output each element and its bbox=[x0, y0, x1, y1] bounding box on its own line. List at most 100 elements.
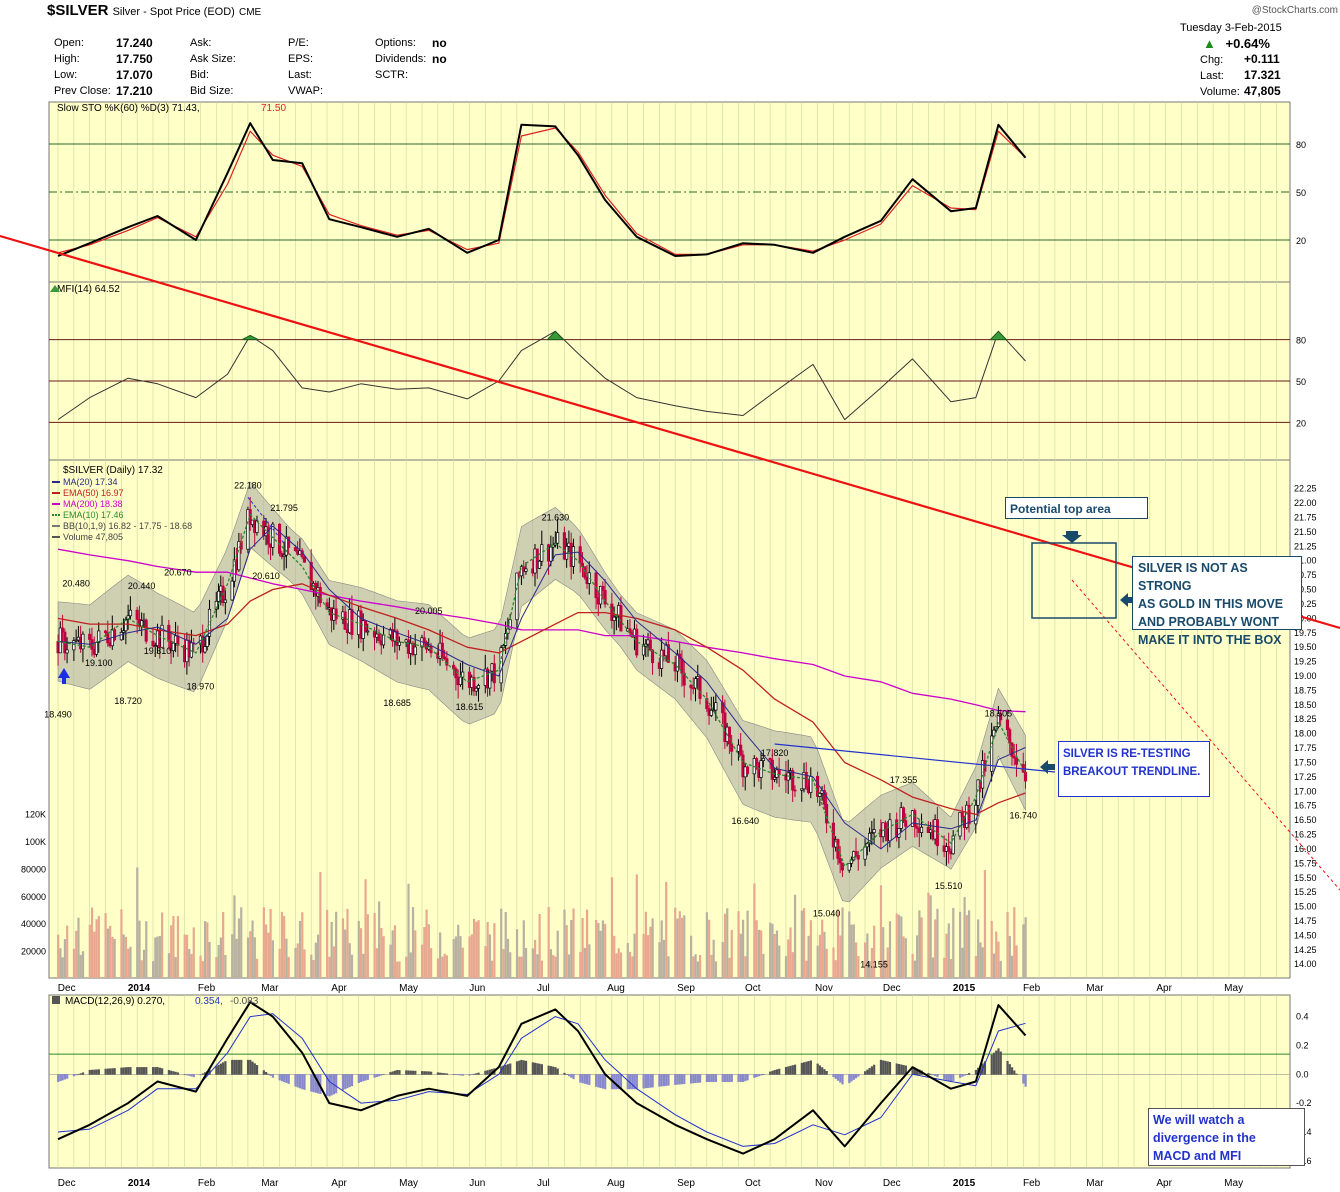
volume-bar bbox=[947, 923, 950, 978]
volume-bar bbox=[710, 954, 713, 978]
macd-hist-bar bbox=[866, 1069, 869, 1075]
macd-x-tick: Feb bbox=[1023, 1178, 1041, 1189]
volume-bar bbox=[72, 948, 76, 978]
volume-bar bbox=[952, 907, 955, 978]
candle-body bbox=[800, 788, 804, 791]
candle-body bbox=[650, 649, 655, 664]
volume-bar bbox=[382, 936, 385, 978]
macd-hist-bar bbox=[407, 1070, 410, 1075]
macd-hist-bar bbox=[726, 1074, 729, 1082]
price-label: 21.630 bbox=[542, 512, 570, 522]
volume-bar bbox=[140, 960, 143, 978]
candle-body bbox=[97, 630, 101, 643]
volume-bar bbox=[484, 946, 487, 978]
macd-hist-bar bbox=[215, 1066, 218, 1075]
volume-bar bbox=[832, 947, 835, 978]
candle-body bbox=[74, 639, 78, 642]
volume-bar bbox=[581, 917, 584, 978]
macd-hist-bar bbox=[265, 1071, 268, 1075]
volume-bar bbox=[705, 912, 708, 978]
mfi-title: MFI(14) 64.52 bbox=[57, 284, 120, 295]
volume-bar bbox=[692, 956, 695, 978]
volume-bar bbox=[201, 961, 204, 978]
macd-hist-bar bbox=[357, 1074, 360, 1084]
macd-title: MACD(12,26,9) 0.270, bbox=[65, 996, 165, 1007]
quote2-label: Ask: bbox=[190, 37, 212, 49]
volume-bar bbox=[246, 937, 250, 978]
macd-hist-bar bbox=[728, 1074, 731, 1082]
macd-hist-bar bbox=[583, 1074, 586, 1084]
volume-bar bbox=[378, 901, 381, 978]
candle-body bbox=[309, 561, 313, 591]
volume-bar bbox=[723, 913, 727, 978]
candle-body bbox=[754, 758, 759, 764]
macd-hist-bar bbox=[251, 1061, 254, 1075]
price-y-tick: 19.50 bbox=[1294, 642, 1317, 652]
macd-hist-bar bbox=[156, 1067, 159, 1075]
macd-hist-bar bbox=[839, 1074, 842, 1083]
volume-bar bbox=[411, 907, 415, 978]
macd-hist-bar bbox=[346, 1074, 349, 1089]
volume-bar bbox=[721, 942, 724, 978]
volume-bar bbox=[619, 952, 623, 978]
volume-bar bbox=[75, 930, 78, 978]
macd-hist-bar bbox=[1008, 1064, 1011, 1075]
volume-bar bbox=[934, 919, 937, 978]
macd-hist-bar bbox=[816, 1063, 819, 1075]
macd-hist-bar bbox=[176, 1072, 180, 1075]
mfi-line bbox=[57, 330, 1026, 421]
bollinger-band bbox=[57, 481, 1026, 903]
volume-bar bbox=[963, 897, 966, 978]
macd-hist-bar bbox=[974, 1069, 977, 1075]
price-x-tick: Dec bbox=[883, 983, 901, 994]
macd-x-tick: May bbox=[399, 1178, 418, 1189]
candle-body bbox=[397, 641, 401, 646]
price-y-tick: 17.50 bbox=[1294, 757, 1317, 767]
macd-hist-bar bbox=[857, 1074, 860, 1077]
macd-hist-bar bbox=[294, 1074, 297, 1087]
macd-hist-bar bbox=[983, 1061, 987, 1075]
macd-hist-bar bbox=[809, 1060, 812, 1075]
macd-hist-bar bbox=[864, 1071, 867, 1075]
macd-hist-bar bbox=[825, 1070, 828, 1075]
macd-hist-bar bbox=[626, 1074, 629, 1090]
quote-value: 17.210 bbox=[116, 84, 153, 98]
macd-hist-bar bbox=[760, 1074, 763, 1076]
quote3-label: VWAP: bbox=[288, 85, 324, 97]
price-label: 16.740 bbox=[1009, 810, 1037, 820]
macd-hist-bar bbox=[997, 1048, 1000, 1075]
volume-bar bbox=[222, 911, 225, 978]
macd-hist-bar bbox=[348, 1074, 351, 1088]
volume-bar bbox=[825, 948, 828, 978]
candle-body bbox=[996, 713, 1000, 728]
symbol: $SILVER bbox=[47, 2, 109, 19]
macd-hist-bar bbox=[873, 1064, 876, 1075]
macd-hist-bar bbox=[744, 1074, 747, 1082]
macd-hist-bar bbox=[739, 1074, 742, 1082]
price-y-tick: 19.00 bbox=[1294, 671, 1317, 681]
macd-hist-bar bbox=[832, 1074, 835, 1078]
macd-hist-bar bbox=[217, 1064, 220, 1075]
price-y-tick: 16.50 bbox=[1294, 815, 1317, 825]
down-arrow-icon bbox=[1062, 531, 1082, 543]
macd-hist-bar bbox=[475, 1073, 478, 1075]
volume-bar bbox=[151, 961, 155, 978]
macd-hist-bar bbox=[188, 1074, 191, 1076]
macd-hist-bar bbox=[443, 1073, 446, 1075]
macd-hist-bar bbox=[647, 1074, 650, 1088]
candle-body bbox=[535, 548, 539, 569]
macd-hist-bar bbox=[240, 1059, 243, 1075]
candle-body bbox=[773, 776, 777, 780]
volume-bar bbox=[328, 956, 331, 978]
sto-d-value: 71.50 bbox=[261, 103, 286, 114]
macd-hist-bar bbox=[800, 1062, 803, 1075]
macd-hist-bar bbox=[190, 1074, 193, 1077]
volume-bar bbox=[628, 951, 632, 978]
macd-hist-bar bbox=[391, 1071, 394, 1075]
mfi-legend-icon bbox=[50, 285, 60, 292]
macd-hist-bar bbox=[366, 1074, 369, 1080]
macd-hist-bar bbox=[888, 1061, 892, 1075]
price-x-tick: May bbox=[399, 983, 418, 994]
macd-hist-bar bbox=[934, 1074, 937, 1077]
macd-hist-bar bbox=[468, 1074, 471, 1076]
